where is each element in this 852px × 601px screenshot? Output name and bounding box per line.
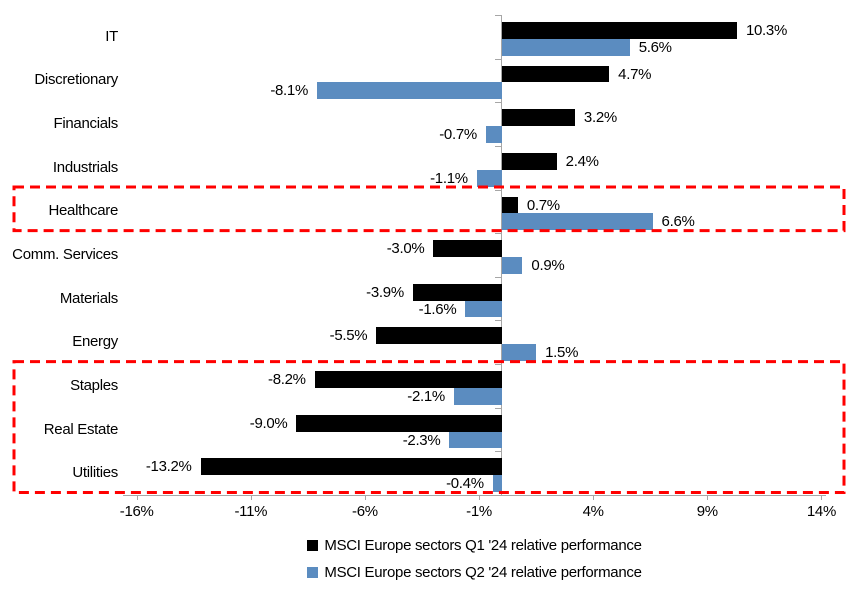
legend-item-q1: MSCI Europe sectors Q1 '24 relative perf… (307, 536, 642, 555)
x-axis-tick-label: -16% (119, 503, 154, 520)
value-label-q1-discretionary: 4.7% (618, 65, 652, 83)
category-label-real-estate: Real Estate (43, 420, 119, 438)
legend-label-q2: MSCI Europe sectors Q2 '24 relative perf… (324, 564, 642, 581)
bar-q2-energy (501, 344, 537, 362)
bar-q1-utilities (200, 458, 502, 476)
y-axis-tick (494, 145, 502, 147)
value-label-q2-financials: -0.7% (439, 126, 477, 144)
value-label-q1-healthcare: 0.7% (526, 196, 560, 214)
value-label-q2-staples: -2.1% (407, 387, 445, 405)
category-label-healthcare: Healthcare (48, 202, 118, 220)
bar-q2-real-estate (449, 431, 502, 449)
value-label-q2-utilities: -0.4% (446, 475, 484, 493)
y-axis-tick (494, 407, 502, 409)
value-label-q1-industrials: 2.4% (565, 152, 599, 170)
legend: MSCI Europe sectors Q1 '24 relative perf… (123, 536, 826, 582)
bar-q1-comm-services (433, 240, 502, 257)
bar-q2-utilities (492, 475, 502, 492)
y-axis-tick (494, 451, 502, 453)
category-label-it: IT (105, 27, 118, 45)
x-axis-tick-label: 4% (582, 503, 604, 520)
bar-q1-energy (376, 327, 502, 345)
x-axis-tick (821, 495, 823, 500)
category-label-industrials: Industrials (52, 158, 118, 176)
value-label-q1-energy: -5.5% (329, 327, 368, 345)
bar-q2-materials (465, 300, 502, 318)
bar-q1-real-estate (296, 414, 502, 432)
value-label-q1-real-estate: -9.0% (249, 414, 288, 432)
value-label-q1-staples: -8.2% (268, 371, 306, 389)
y-axis-tick (494, 102, 502, 104)
x-axis-tick (707, 495, 709, 500)
x-axis-line (123, 495, 826, 496)
bar-q2-healthcare (501, 213, 653, 231)
bar-q1-staples (314, 371, 502, 388)
value-label-q2-it: 5.6% (638, 38, 672, 56)
x-axis-tick-label: 14% (806, 503, 836, 520)
value-label-q1-utilities: -13.2% (145, 458, 192, 476)
bar-q1-healthcare (501, 196, 518, 214)
value-label-q2-industrials: -1.1% (430, 169, 468, 187)
value-label-q2-comm-services: 0.9% (531, 256, 565, 274)
bar-q1-financials (501, 109, 575, 127)
bar-q1-discretionary (501, 65, 610, 83)
x-axis-tick-label: -1% (466, 503, 492, 520)
category-label-financials: Financials (53, 115, 118, 133)
category-label-materials: Materials (59, 289, 118, 307)
bar-q1-industrials (501, 152, 557, 170)
category-label-staples: Staples (70, 376, 118, 394)
bar-q2-it (501, 38, 630, 56)
y-axis-tick (494, 320, 502, 322)
x-axis-tick-label: -6% (352, 503, 378, 520)
value-label-q1-comm-services: -3.0% (386, 240, 425, 258)
category-label-discretionary: Discretionary (34, 71, 118, 89)
legend-label-q1: MSCI Europe sectors Q1 '24 relative perf… (324, 537, 642, 554)
category-label-energy: Energy (72, 333, 118, 351)
value-label-q1-materials: -3.9% (366, 283, 404, 301)
y-axis-tick (494, 364, 502, 366)
x-axis-tick-label: 9% (696, 503, 718, 520)
value-label-q2-discretionary: -8.1% (270, 82, 308, 100)
bar-q2-discretionary (317, 82, 502, 100)
y-axis-tick (494, 58, 502, 60)
bar-q1-it (501, 22, 737, 39)
y-axis-tick (494, 276, 502, 278)
category-label-utilities: Utilities (72, 464, 118, 482)
x-axis-tick (479, 495, 481, 500)
legend-swatch-q1-icon (307, 540, 319, 551)
bar-q1-materials (412, 283, 502, 301)
x-axis-tick-label: -11% (234, 503, 268, 520)
value-label-q2-healthcare: 6.6% (661, 213, 695, 231)
y-axis-tick (494, 189, 502, 191)
value-label-q2-energy: 1.5% (545, 344, 579, 362)
legend-swatch-q2-icon (307, 567, 319, 578)
value-label-q2-materials: -1.6% (418, 300, 457, 318)
value-label-q1-it: 10.3% (745, 22, 788, 39)
x-axis-tick (364, 495, 366, 500)
bar-q2-financials (485, 126, 502, 143)
x-axis-tick (250, 495, 252, 500)
bar-q2-staples (453, 387, 502, 405)
value-label-q2-real-estate: -2.3% (402, 431, 441, 449)
x-axis-tick (593, 495, 595, 500)
legend-item-q2: MSCI Europe sectors Q2 '24 relative perf… (307, 563, 642, 582)
y-axis-tick (494, 233, 502, 235)
y-axis-tick (494, 495, 502, 496)
y-axis-tick (494, 15, 502, 16)
bar-q2-comm-services (501, 256, 523, 274)
category-label-comm-services: Comm. Services (12, 246, 118, 263)
x-axis-tick (136, 495, 138, 500)
bar-q2-industrials (476, 169, 502, 187)
value-label-q1-financials: 3.2% (583, 109, 617, 127)
